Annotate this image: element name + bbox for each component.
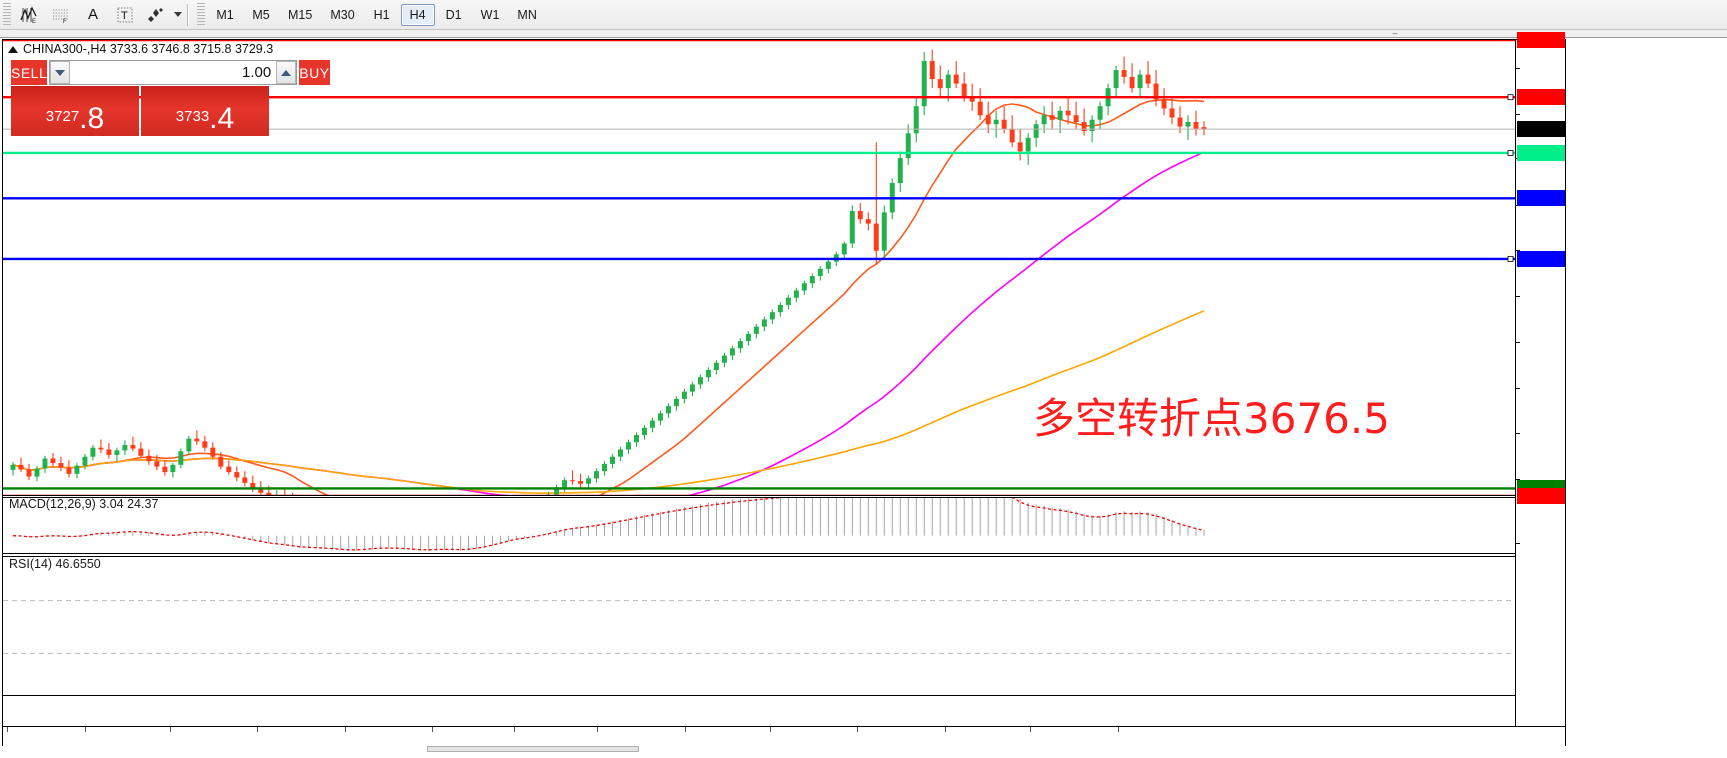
occ-prices-row: 3727.8 3733.4: [11, 86, 269, 136]
price-tag-turning-point[interactable]: [1517, 144, 1565, 161]
objects-dropdown-icon[interactable]: [174, 12, 182, 17]
price-tick-mark: [1516, 432, 1520, 434]
time-axis-tick: [945, 727, 946, 732]
time-axis-tick: [85, 727, 86, 732]
objects-icon[interactable]: [142, 2, 172, 28]
rsi-pane[interactable]: RSI(14) 46.6550: [3, 556, 1515, 696]
time-axis-tick: [685, 727, 686, 732]
timeframe-h1-button[interactable]: H1: [373, 7, 390, 22]
buy-price-tile[interactable]: 3733.4: [141, 86, 269, 136]
price-plot: [3, 40, 1515, 495]
timeframe-grip[interactable]: [197, 2, 205, 27]
buy-button[interactable]: BUY: [299, 60, 330, 85]
horizontal-scrollbar-thumb[interactable]: [427, 746, 639, 752]
timeframe-m1-button[interactable]: M1: [216, 7, 234, 22]
timeframe-m15-button[interactable]: M15: [288, 7, 313, 22]
rsi-label: RSI(14) 46.6550: [9, 557, 101, 571]
objects-glyph: [148, 7, 163, 22]
price-tag-resistance[interactable]: [1517, 89, 1565, 106]
chart-window-titlebar: –: [0, 30, 1727, 38]
chart-header: CHINA300-,H4 3733.6 3746.8 3715.8 3729.3: [8, 42, 273, 56]
macd-pane[interactable]: MACD(12,26,9) 3.04 24.37: [3, 497, 1515, 554]
text-label-icon[interactable]: T: [110, 2, 140, 28]
chart-annotation-text: 多空转折点3676.5: [1033, 394, 1390, 443]
buy-price-integer: 3733: [175, 108, 210, 125]
time-axis-tick: [7, 727, 8, 732]
timeframe-m30-button[interactable]: M30: [330, 7, 355, 22]
indicators-glyph: E: [20, 5, 37, 24]
toolbar-separator: [187, 3, 189, 26]
volume-stepper[interactable]: [49, 60, 298, 85]
price-axis[interactable]: [1515, 32, 1565, 726]
chart-header-text: CHINA300-,H4 3733.6 3746.8 3715.8 3729.3: [23, 42, 274, 56]
price-pane[interactable]: CHINA300-,H4 3733.6 3746.8 3715.8 3729.3…: [3, 40, 1515, 496]
price-tag-ask-line[interactable]: [1517, 488, 1565, 504]
price-tick-mark: [1516, 250, 1520, 252]
time-axis-tick: [597, 727, 598, 732]
sell-price-integer: 3727: [45, 108, 80, 125]
macd-label: MACD(12,26,9) 3.04 24.37: [9, 497, 159, 511]
time-axis-tick: [514, 727, 515, 732]
time-axis-tick: [432, 727, 433, 732]
grid-glyph: F: [53, 9, 68, 24]
restore-icon[interactable]: –: [1392, 29, 1398, 38]
sell-button[interactable]: SELL: [11, 60, 48, 85]
price-tick-mark: [1516, 387, 1520, 389]
price-tick-mark: [1516, 296, 1520, 298]
price-tick-mark: [1516, 113, 1520, 115]
time-axis-tick: [770, 727, 771, 732]
time-axis[interactable]: [3, 726, 1565, 752]
timeframe-w1-button[interactable]: W1: [480, 7, 500, 22]
time-axis-tick: [345, 727, 346, 732]
indicators-icon[interactable]: E: [14, 2, 44, 28]
timeframe-h4-button[interactable]: H4: [400, 3, 435, 26]
price-tick-mark: [1516, 478, 1520, 480]
buy-price-decimal: .4: [209, 102, 235, 135]
chevron-up-icon: [281, 69, 292, 76]
one-click-trading-panel[interactable]: SELL BUY 3727.8 3733.4: [11, 60, 330, 136]
sell-price-tile[interactable]: 3727.8: [11, 86, 139, 136]
chart-frame[interactable]: CHINA300-,H4 3733.6 3746.8 3715.8 3729.3…: [2, 32, 1566, 753]
timeframe-m5-button[interactable]: M5: [252, 7, 270, 22]
price-tag-last-price[interactable]: [1517, 121, 1565, 138]
svg-text:T: T: [121, 10, 128, 22]
price-tick-mark: [1516, 341, 1520, 343]
timeframe-group: M1 M5 M15 M30 H1 H4 D1 W1 MN: [207, 3, 546, 26]
text-A-icon[interactable]: A: [78, 2, 108, 28]
price-tag-level-red-top[interactable]: [1517, 32, 1565, 48]
occ-controls-row: SELL BUY: [11, 60, 330, 85]
text-A-glyph: A: [87, 6, 98, 23]
time-axis-tick: [1118, 727, 1119, 732]
main-toolbar: E F A T M1 M5 M15 M30 H1 H4 D1 W1 MN: [0, 0, 1727, 30]
volume-increase-button[interactable]: [276, 61, 297, 84]
macd-plot: [12, 498, 1205, 552]
chart-collapse-icon[interactable]: [8, 45, 18, 53]
price-tag-support-2[interactable]: [1517, 250, 1565, 267]
timeframe-mn-button[interactable]: MN: [517, 7, 537, 22]
volume-input[interactable]: [70, 61, 277, 84]
text-label-glyph: T: [117, 7, 133, 22]
price-tick-mark: [1516, 67, 1520, 69]
time-axis-tick: [1030, 727, 1031, 732]
rsi-plot: [3, 557, 1515, 654]
toolbar-grip[interactable]: [3, 2, 11, 27]
bottom-scroll-area: [0, 746, 1727, 758]
chevron-down-icon: [55, 69, 66, 76]
time-axis-tick: [257, 727, 258, 732]
sell-price-decimal: .8: [79, 102, 105, 135]
chart-window: – CHINA300-,H4 3733.6 3746.8 3715.8 3729…: [0, 30, 1727, 758]
time-axis-tick: [857, 727, 858, 732]
volume-decrease-button[interactable]: [50, 61, 71, 84]
grid-icon[interactable]: F: [46, 2, 76, 28]
svg-text:E: E: [32, 19, 36, 24]
svg-text:F: F: [63, 19, 67, 24]
timeframe-d1-button[interactable]: D1: [445, 7, 462, 22]
macd-tick-mark: [1516, 543, 1520, 544]
time-axis-tick: [170, 727, 171, 732]
price-tag-support-1[interactable]: [1517, 190, 1565, 207]
